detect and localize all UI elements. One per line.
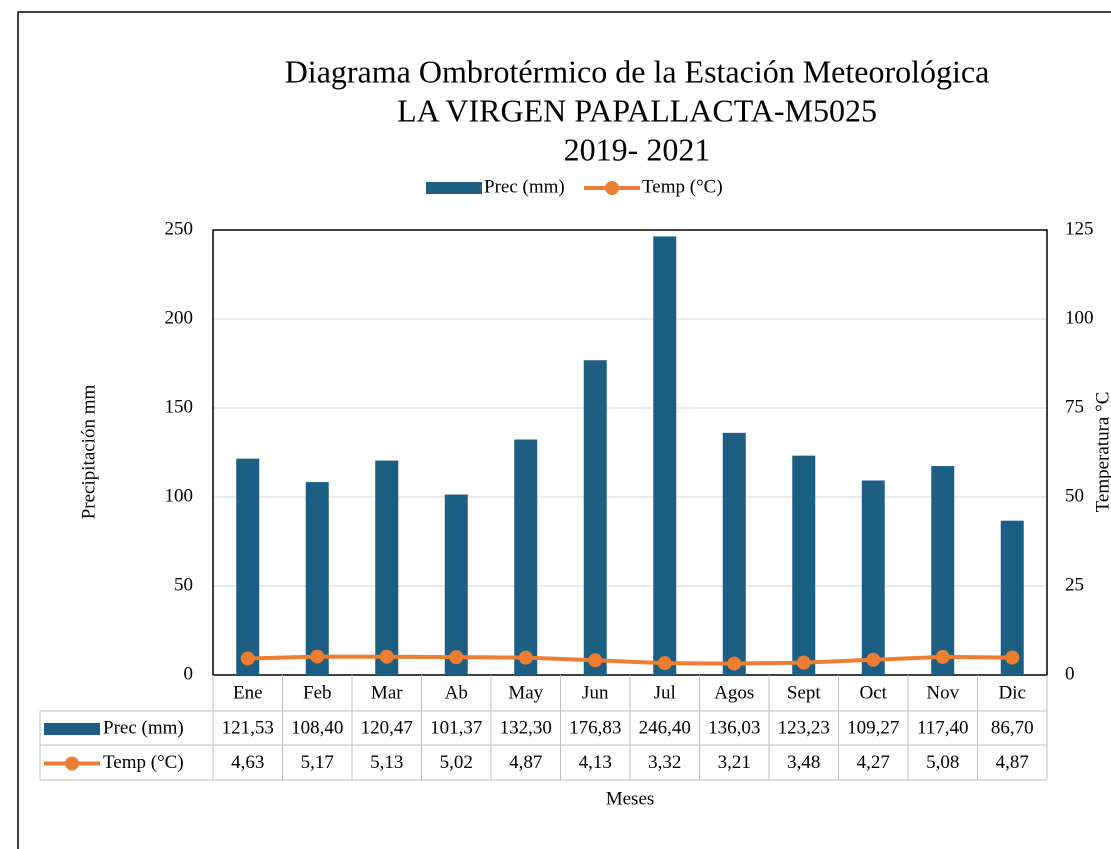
table-value: 4,13 [579, 752, 612, 773]
bar [236, 458, 260, 675]
x-tick-label: May [508, 682, 543, 703]
legend-key [426, 182, 482, 194]
x-tick-label: Oct [860, 682, 888, 703]
marker [657, 656, 672, 671]
line [247, 654, 1013, 666]
table-value: 123,23 [778, 717, 830, 738]
legend-label: Temp (°C) [642, 176, 723, 197]
marker [935, 649, 950, 664]
bar [583, 360, 607, 675]
marker [518, 650, 533, 665]
table-value: 5,02 [440, 752, 473, 773]
x-tick-label: Dic [999, 682, 1026, 703]
table-value: 4,27 [857, 752, 890, 773]
table-value: 101,37 [430, 717, 482, 738]
y-tick-label: 100 [165, 485, 194, 506]
legend-label: Prec (mm) [484, 176, 565, 197]
chart-frame [17, 11, 1111, 849]
table-value: 5,08 [926, 752, 959, 773]
y-tick-label: 50 [174, 574, 193, 595]
marker [449, 650, 464, 665]
marker [310, 649, 325, 664]
table-value: 3,48 [787, 752, 820, 773]
bar [792, 455, 816, 675]
y2-tick-label: 25 [1065, 574, 1084, 595]
y-axis-label: Precipitación mm [78, 385, 99, 520]
table-value: 136,03 [708, 717, 760, 738]
table-value: 4,87 [996, 752, 1029, 773]
table-value: 5,17 [301, 752, 334, 773]
bar [1000, 520, 1024, 675]
x-tick-label: Sept [787, 682, 822, 703]
marker [588, 653, 603, 668]
y2-tick-label: 75 [1065, 396, 1084, 417]
table-value: 121,53 [222, 717, 274, 738]
y2-tick-label: 125 [1065, 218, 1094, 239]
table-value: 3,32 [648, 752, 681, 773]
bar [931, 466, 955, 675]
y2-tick-label: 100 [1065, 307, 1094, 328]
y2-tick-label: 0 [1065, 663, 1075, 684]
y-tick-label: 250 [165, 218, 194, 239]
bar [653, 236, 677, 675]
table-value: 4,63 [231, 752, 264, 773]
x-axis-label: Meses [606, 788, 655, 809]
table-value: 117,40 [917, 717, 969, 738]
x-tick-label: Ene [233, 682, 263, 703]
table-value: 176,83 [569, 717, 621, 738]
table-value: 120,47 [361, 717, 413, 738]
y-tick-label: 150 [165, 396, 194, 417]
marker [379, 649, 394, 664]
x-tick-label: Nov [926, 682, 959, 703]
y2-tick-label: 50 [1065, 485, 1084, 506]
table-value: 109,27 [847, 717, 899, 738]
bar [861, 480, 885, 675]
marker [796, 655, 811, 670]
table-value: 3,21 [718, 752, 751, 773]
chart-title: LA VIRGEN PAPALLACTA-M5025 [397, 92, 877, 128]
legend-key [605, 181, 619, 195]
chart-title: 2019- 2021 [564, 131, 711, 167]
marker [240, 651, 255, 666]
x-tick-label: Jul [654, 682, 676, 703]
y2-axis-label: Temperatura °C [1092, 392, 1111, 513]
table-value: 246,40 [639, 717, 691, 738]
table-row-label: Prec (mm) [103, 717, 184, 738]
table-legend-key [44, 723, 100, 735]
bar [444, 494, 468, 675]
table-value: 132,30 [500, 717, 552, 738]
table-value: 4,87 [509, 752, 542, 773]
chart-title: Diagrama Ombrotérmico de la Estación Met… [285, 53, 990, 89]
bar [514, 439, 538, 675]
table-value: 86,70 [991, 717, 1034, 738]
x-tick-label: Jun [582, 682, 609, 703]
bar [375, 460, 399, 675]
y-tick-label: 200 [165, 307, 194, 328]
marker [866, 652, 881, 667]
table-value: 108,40 [291, 717, 343, 738]
table-legend-key [65, 756, 79, 771]
x-tick-label: Mar [371, 682, 403, 703]
x-tick-label: Feb [303, 682, 332, 703]
marker [727, 656, 742, 671]
table-row-label: Temp (°C) [103, 752, 184, 773]
x-tick-label: Agos [714, 682, 754, 703]
bar [722, 432, 746, 675]
x-tick-label: Ab [445, 682, 468, 703]
marker [1005, 650, 1020, 665]
bar [305, 482, 329, 675]
table-value: 5,13 [370, 752, 403, 773]
y-tick-label: 0 [184, 663, 194, 684]
